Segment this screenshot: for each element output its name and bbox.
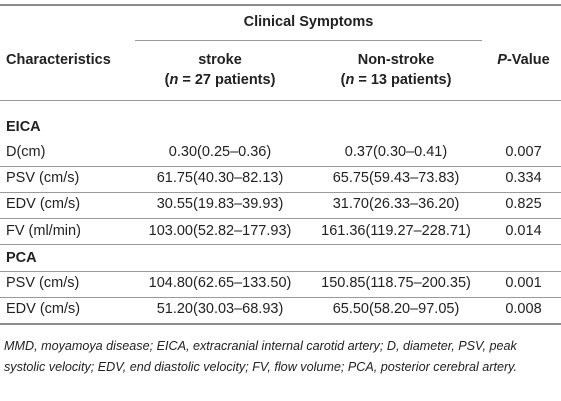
nonstroke-value: 31.70(26.33–36.20) bbox=[332, 196, 460, 212]
row-divider bbox=[0, 271, 561, 272]
p-value: 0.007 bbox=[505, 144, 542, 160]
row-divider bbox=[0, 218, 561, 219]
row-label: PSV (cm/s) bbox=[6, 170, 80, 186]
row-divider bbox=[0, 244, 561, 245]
table-top-rule bbox=[0, 4, 561, 6]
header-stroke-count: (n = 27 patients) bbox=[164, 72, 276, 88]
row-label: EDV (cm/s) bbox=[6, 196, 81, 212]
stroke-value: 51.20(30.03–68.93) bbox=[156, 301, 284, 317]
header-nonstroke: Non-stroke bbox=[357, 52, 435, 68]
nonstroke-value: 65.50(58.20–97.05) bbox=[332, 301, 460, 317]
stroke-value: 103.00(52.82–177.93) bbox=[148, 223, 292, 239]
p-value: 0.001 bbox=[505, 275, 542, 291]
p-value: 0.825 bbox=[505, 196, 542, 212]
group-header-clinical-symptoms: Clinical Symptoms bbox=[243, 14, 374, 30]
p-value: 0.334 bbox=[505, 170, 542, 186]
stroke-value: 0.30(0.25–0.36) bbox=[168, 144, 272, 160]
header-bottom-rule bbox=[0, 100, 561, 101]
section-title-eica: EICA bbox=[6, 119, 41, 135]
row-label: D(cm) bbox=[6, 144, 46, 160]
row-label: FV (ml/min) bbox=[6, 223, 81, 239]
header-nonstroke-count: (n = 13 patients) bbox=[340, 72, 452, 88]
stroke-value: 104.80(62.65–133.50) bbox=[148, 275, 292, 291]
nonstroke-value: 65.75(59.43–73.83) bbox=[332, 170, 460, 186]
stroke-value: 61.75(40.30–82.13) bbox=[156, 170, 284, 186]
nonstroke-value: 161.36(119.27–228.71) bbox=[321, 223, 471, 239]
header-characteristics: Characteristics bbox=[6, 52, 111, 68]
row-divider bbox=[0, 297, 561, 298]
group-header-rule bbox=[135, 40, 482, 41]
row-divider bbox=[0, 192, 561, 193]
table-bottom-rule bbox=[0, 323, 561, 325]
row-divider bbox=[0, 166, 561, 167]
section-title-pca: PCA bbox=[6, 250, 37, 266]
row-label: EDV (cm/s) bbox=[6, 301, 81, 317]
nonstroke-value: 150.85(118.75–200.35) bbox=[321, 275, 471, 291]
p-value: 0.014 bbox=[505, 223, 542, 239]
row-label: PSV (cm/s) bbox=[6, 275, 80, 291]
table-footnote: MMD, moyamoya disease; EICA, extracrania… bbox=[4, 339, 518, 374]
header-p-value: P-Value bbox=[497, 52, 550, 68]
header-stroke: stroke bbox=[198, 52, 242, 68]
stroke-value: 30.55(19.83–39.93) bbox=[156, 196, 284, 212]
nonstroke-value: 0.37(0.30–0.41) bbox=[344, 144, 448, 160]
p-value: 0.008 bbox=[505, 301, 542, 317]
